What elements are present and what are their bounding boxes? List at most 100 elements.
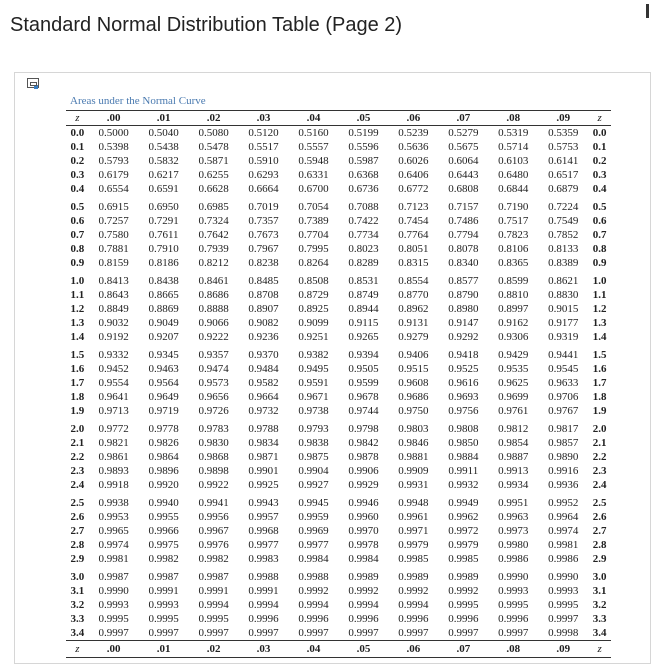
table-cell: 0.9977 [298,539,329,551]
table-cell: 0.9861 [98,451,129,463]
table-cell: 0.9966 [148,525,179,537]
table-row: 0.6 0.7257 0.7291 0.7324 0.7357 0.7389 0.7422 0… [66,214,611,228]
table-cell: 0.7422 [348,215,379,227]
table-cell: 0.9964 [548,511,579,523]
table-cell: 0.9838 [298,437,329,449]
table-cell: 0.9850 [448,437,479,449]
table-cell: 0.8289 [348,257,379,269]
table-cell: 0.8078 [448,243,479,255]
row-z-label-right: 3.2 [592,599,607,611]
row-z-label-right: 3.1 [592,585,607,597]
table-cell: 0.7486 [448,215,479,227]
row-z-label-right: 0.2 [592,155,607,167]
table-cell: 0.7580 [98,229,129,241]
table-cell: 0.8051 [398,243,429,255]
table-cell: 0.8186 [148,257,179,269]
table-cell: 0.9991 [148,585,179,597]
row-z-label-right: 1.7 [592,377,607,389]
table-cell: 0.9251 [298,331,329,343]
table-cell: 0.9484 [248,363,279,375]
table-cell: 0.7389 [298,215,329,227]
row-z-label: 1.2 [70,303,85,315]
row-z-label: 1.4 [70,331,85,343]
table-cell: 0.9970 [348,525,379,537]
table-cell: 0.8830 [548,289,579,301]
table-cell: 0.9798 [348,423,379,435]
table-cell: 0.8554 [398,275,429,287]
table-cell: 0.9192 [98,331,129,343]
table-cell: 0.9292 [448,331,479,343]
header-col-2: .01 [138,110,189,126]
header-col-8: .07 [438,110,489,126]
table-cell: 0.9974 [98,539,129,551]
table-cell: 0.9955 [148,511,179,523]
table-cell: 0.9864 [148,451,179,463]
table-cell: 0.8461 [198,275,229,287]
table-cell: 0.8212 [198,257,229,269]
table-cell: 0.6950 [148,201,179,213]
table-cell: 0.9884 [448,451,479,463]
table-row: 2.8 0.9974 0.9975 0.9976 0.9977 0.9977 0.9978 0… [66,538,611,552]
table-cell: 0.9207 [148,331,179,343]
row-z-label: 2.1 [70,437,85,449]
row-z-label-right: 2.0 [592,423,607,435]
table-row: 2.2 0.9861 0.9864 0.9868 0.9871 0.9875 0.9878 0… [66,450,611,464]
table-cell: 0.9996 [248,613,279,625]
table-cell: 0.9525 [448,363,479,375]
table-cell: 0.7224 [548,201,579,213]
table-cell: 0.9418 [448,349,479,361]
table-cell: 0.9993 [98,599,129,611]
table-cell: 0.9997 [548,613,579,625]
row-z-label: 0.8 [70,243,85,255]
table-cell: 0.9871 [248,451,279,463]
table-cell: 0.9997 [248,627,279,639]
table-cell: 0.9991 [198,585,229,597]
table-cell: 0.9049 [148,317,179,329]
table-cell: 0.9997 [498,627,529,639]
table-cell: 0.9656 [198,391,229,403]
table-cell: 0.5910 [248,155,279,167]
table-cell: 0.7881 [98,243,129,255]
row-z-label-right: 1.9 [592,405,607,417]
table-cell: 0.9625 [498,377,529,389]
row-z-label: 1.6 [70,363,85,375]
table-row: 0.5 0.6915 0.6950 0.6985 0.7019 0.7054 0.7088 0… [66,196,611,214]
table-cell: 0.9985 [448,553,479,565]
table-cell: 0.9952 [548,497,579,509]
table-cell: 0.6844 [498,183,529,195]
table-cell: 0.9236 [248,331,279,343]
table-row: 2.9 0.9981 0.9982 0.9982 0.9983 0.9984 0.9984 0… [66,552,611,566]
table-cell: 0.9279 [398,331,429,343]
expand-image-icon[interactable] [27,78,39,89]
table-cell: 0.9963 [498,511,529,523]
table-cell: 0.9842 [348,437,379,449]
row-z-label-right: 0.6 [592,215,607,227]
table-cell: 0.9927 [298,479,329,491]
table-cell: 0.9997 [298,627,329,639]
scrollbar-handle[interactable] [646,4,649,18]
table-cell: 0.8907 [248,303,279,315]
table-cell: 0.9931 [398,479,429,491]
table-cell: 0.5000 [98,127,129,139]
table-cell: 0.7852 [548,229,579,241]
table-cell: 0.9936 [548,479,579,491]
table-row: 2.1 0.9821 0.9826 0.9830 0.9834 0.9838 0.9842 0… [66,436,611,450]
table-cell: 0.9834 [248,437,279,449]
table-cell: 0.7324 [198,215,229,227]
table-row: 1.6 0.9452 0.9463 0.9474 0.9484 0.9495 0.9505 0… [66,362,611,376]
row-z-label: 3.2 [70,599,85,611]
table-cell: 0.9686 [398,391,429,403]
row-z-label: 0.4 [70,183,85,195]
table-cell: 0.9996 [298,613,329,625]
table-cell: 0.9890 [548,451,579,463]
table-cell: 0.7257 [98,215,129,227]
table-cell: 0.9812 [498,423,529,435]
table-cell: 0.9990 [98,585,129,597]
table-row: 1.3 0.9032 0.9049 0.9066 0.9082 0.9099 0.9115 0… [66,316,611,330]
table-cell: 0.6628 [198,183,229,195]
table-cell: 0.8888 [198,303,229,315]
table-cell: 0.7673 [248,229,279,241]
row-z-label: 3.4 [70,627,85,639]
table-cell: 0.9979 [398,539,429,551]
table-cell: 0.9989 [398,571,429,583]
